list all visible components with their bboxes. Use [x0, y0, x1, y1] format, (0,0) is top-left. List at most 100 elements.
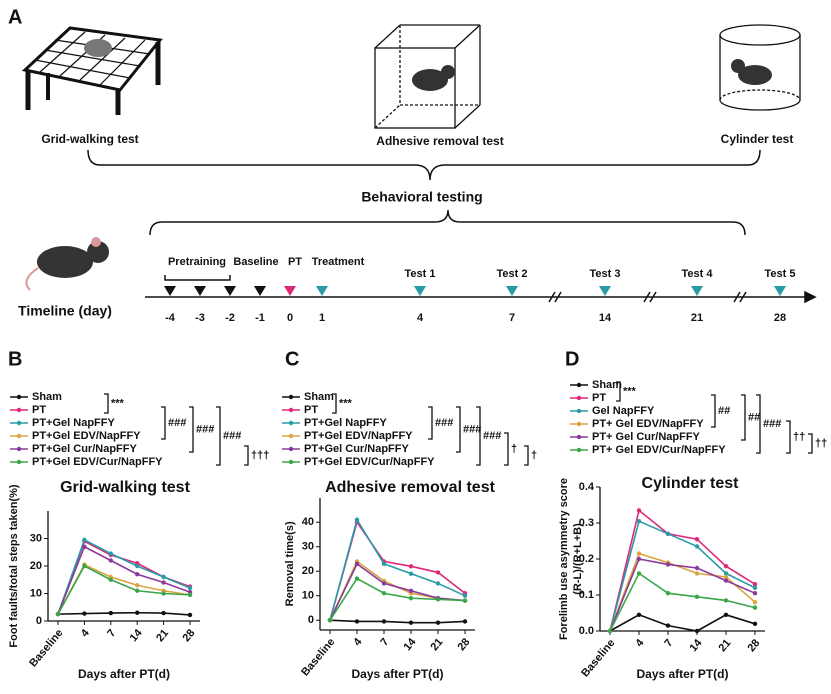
- legend-label: PT+Gel EDV/NapFFY: [32, 430, 141, 442]
- data-point: [462, 598, 468, 603]
- data-point: [723, 571, 729, 576]
- chart-title: Grid-walking test: [60, 479, 190, 496]
- significance-bracket: [104, 393, 109, 414]
- data-point: [636, 519, 642, 524]
- significance-label: †††: [251, 449, 269, 461]
- data-point: [161, 591, 166, 596]
- significance-bracket: [756, 394, 761, 454]
- legend-swatch: [288, 407, 294, 413]
- x-tick-label: Baseline: [27, 627, 65, 669]
- series-line: [329, 562, 466, 621]
- data-point: [694, 594, 700, 599]
- significance-bracket: [189, 406, 194, 453]
- y-axis-label: (R-L)/(R+L+B): [572, 523, 584, 595]
- data-point: [752, 600, 758, 605]
- legend-label: PT+Gel EDV/Cur/NapFFY: [304, 456, 435, 468]
- day-label: 28: [774, 312, 786, 324]
- test-label: Test 2: [497, 268, 528, 280]
- y-tick-label: 40: [302, 516, 314, 528]
- legend-swatch: [288, 446, 294, 452]
- x-tick-label: 4: [351, 635, 365, 648]
- significance-label: ###: [463, 423, 481, 435]
- mouse-icon: [25, 237, 109, 291]
- data-point: [354, 619, 360, 624]
- legend-label: PT+Gel EDV/NapFFY: [304, 430, 413, 442]
- phase-label: Pretraining: [168, 256, 226, 268]
- x-tick-label: 4: [633, 636, 647, 649]
- data-point: [723, 564, 729, 569]
- x-tick-label: 14: [401, 635, 419, 653]
- day-marker: [599, 286, 611, 296]
- day-marker: [194, 286, 206, 296]
- data-point: [636, 612, 642, 617]
- significance-label: ###: [168, 417, 186, 429]
- axis-break: [739, 291, 747, 303]
- x-tick-label: Baseline: [299, 636, 337, 678]
- series-line: [329, 517, 466, 621]
- legend-swatch: [576, 395, 582, 401]
- data-point: [694, 628, 700, 634]
- day-label: 0: [287, 312, 293, 324]
- test-label: Test 5: [765, 268, 796, 280]
- chart-title: Adhesive removal test: [325, 479, 496, 496]
- data-point: [135, 563, 140, 569]
- data-point: [435, 620, 441, 625]
- series-line: [57, 545, 191, 615]
- significance-bracket: [711, 394, 716, 428]
- y-tick-label: 0: [308, 614, 314, 626]
- legend-label: PT+Gel NapFFY: [32, 417, 115, 429]
- significance-label: ##: [718, 405, 730, 417]
- legend-label: PT: [592, 392, 606, 404]
- day-marker: [224, 286, 236, 296]
- series-line: [329, 577, 466, 621]
- test-label: Test 3: [590, 268, 621, 280]
- legend-label: Sham: [304, 391, 334, 403]
- x-tick-label: 7: [662, 637, 675, 649]
- series-line: [609, 508, 756, 632]
- series-line: [57, 563, 191, 615]
- day-label: 21: [691, 312, 703, 324]
- y-tick-label: 30: [302, 541, 314, 553]
- x-tick-label: 28: [455, 636, 472, 653]
- day-label: -4: [165, 312, 176, 324]
- phase-label: PT: [288, 256, 302, 268]
- legend-label: PT: [304, 404, 318, 416]
- legend-swatch: [16, 433, 22, 439]
- legend-label: PT+Gel Cur/NapFFY: [304, 443, 409, 455]
- data-point: [462, 593, 468, 598]
- legend-swatch: [288, 420, 294, 426]
- y-tick-label: 0.1: [579, 589, 594, 601]
- data-point: [435, 581, 441, 586]
- significance-label: ###: [196, 423, 214, 435]
- y-tick-label: 0.2: [579, 553, 594, 565]
- data-point: [694, 537, 700, 542]
- series-line: [57, 564, 191, 615]
- phase-label: Treatment: [312, 256, 365, 268]
- significance-label: ###: [483, 430, 501, 442]
- x-tick-label: 7: [105, 627, 118, 639]
- significance-label: †: [531, 449, 537, 461]
- phase-label: Baseline: [233, 256, 278, 268]
- legend-label: Gel NapFFY: [592, 405, 655, 417]
- day-marker: [284, 286, 296, 296]
- day-label: 1: [319, 312, 325, 324]
- axis-break: [649, 291, 657, 303]
- data-point: [636, 551, 642, 556]
- significance-bracket: [161, 406, 166, 440]
- data-point: [108, 558, 114, 563]
- significance-bracket: [476, 406, 481, 466]
- x-tick-label: 21: [428, 636, 445, 653]
- panel-label: A: [8, 6, 22, 28]
- data-point: [462, 619, 468, 624]
- x-axis-label: Days after PT(d): [636, 667, 728, 681]
- legend-swatch: [16, 420, 22, 426]
- x-tick-label: 14: [687, 636, 705, 654]
- series-line: [609, 552, 756, 632]
- significance-label: ###: [763, 418, 781, 430]
- data-point: [408, 620, 414, 625]
- significance-bracket: [244, 445, 249, 466]
- y-tick-label: 0: [36, 615, 42, 627]
- data-point: [161, 610, 166, 616]
- day-marker: [414, 286, 426, 296]
- data-point: [665, 623, 671, 628]
